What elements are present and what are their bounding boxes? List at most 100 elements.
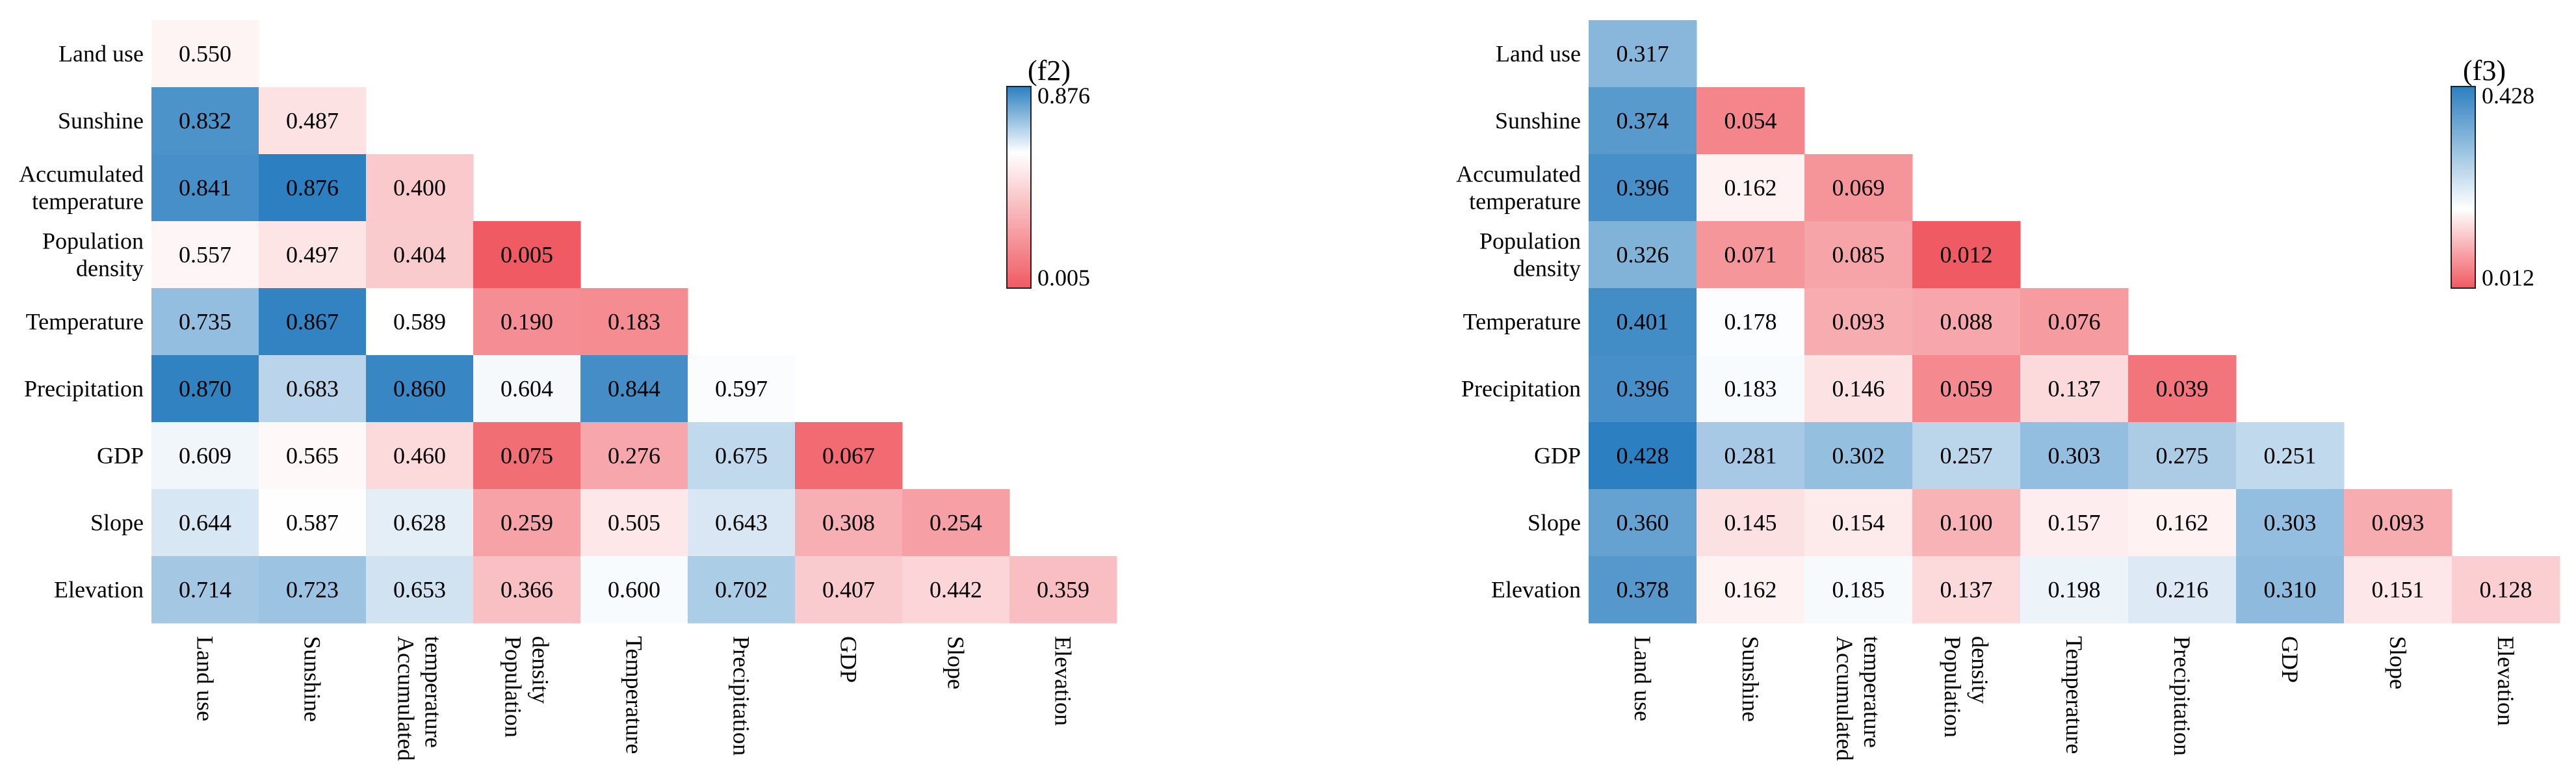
cell-value-label: 0.093: [1832, 309, 1885, 335]
column-label: Elevation: [2493, 636, 2519, 726]
cell-value-label: 0.628: [393, 510, 446, 536]
heatmap-cell: [1804, 221, 1913, 289]
cell-value-label: 0.565: [286, 443, 339, 469]
cell-value-label: 0.644: [179, 510, 231, 536]
cell-value-label: 0.054: [1724, 108, 1777, 134]
column-label: Accumulatedtemperature: [1832, 636, 1885, 761]
colorbar-min-label: 0.012: [2482, 265, 2534, 291]
heatmap-cell: [580, 489, 688, 557]
row-label: Accumulated temperature: [1456, 161, 1581, 215]
cell-value-label: 0.137: [2048, 376, 2101, 402]
row-label: Accumulated temperature: [19, 161, 144, 215]
heatmap-cell: [151, 20, 259, 88]
heatmap-cell: [151, 422, 259, 490]
cell-value-label: 0.039: [2156, 376, 2209, 402]
column-label: Land use: [1630, 636, 1656, 721]
heatmap-cell: [473, 489, 581, 557]
cell-value-label: 0.832: [179, 108, 231, 134]
cell-value-label: 0.497: [286, 242, 339, 268]
cell-value-label: 0.317: [1617, 41, 1669, 67]
cell-value-label: 0.145: [1724, 510, 1777, 536]
cell-value-label: 0.303: [2048, 443, 2101, 469]
cell-value-label: 0.557: [179, 242, 231, 268]
heatmap-cell: [1804, 288, 1913, 356]
cell-value-label: 0.844: [608, 376, 660, 402]
heatmap-cell: [1912, 556, 2021, 624]
cell-value-label: 0.597: [715, 376, 768, 402]
heatmap-cell: [1804, 355, 1913, 423]
cell-value-label: 0.216: [2156, 577, 2209, 603]
heatmap-cell: [1697, 288, 1805, 356]
cell-value-label: 0.702: [715, 577, 768, 603]
cell-value-label: 0.587: [286, 510, 339, 536]
colorbar: [1006, 86, 1032, 289]
row-label: GDP: [97, 443, 144, 469]
cell-value-label: 0.162: [2156, 510, 2209, 536]
cell-value-label: 0.069: [1832, 175, 1885, 201]
cell-value-label: 0.643: [715, 510, 768, 536]
heatmap-cell: [259, 288, 367, 356]
cell-value-label: 0.442: [930, 577, 982, 603]
heatmap-cell: [795, 556, 903, 624]
heatmap-cell: [1697, 422, 1805, 490]
heatmap-cell: [259, 221, 367, 289]
heatmap-cell: [473, 422, 581, 490]
heatmap-cell: [473, 355, 581, 423]
column-label: Sunshine: [300, 636, 326, 722]
heatmap-cell: [1804, 556, 1913, 624]
heatmap-cell: [259, 489, 367, 557]
heatmap-cell: [688, 355, 796, 423]
column-label: Precipitation: [729, 636, 755, 756]
heatmap-cell: [580, 355, 688, 423]
row-label: Temperature: [1463, 309, 1581, 335]
heatmap-cell: [259, 355, 367, 423]
cell-value-label: 0.407: [822, 577, 875, 603]
cell-value-label: 0.146: [1832, 376, 1885, 402]
column-label: GDP: [836, 636, 862, 683]
heatmap-cell: [2236, 422, 2345, 490]
heatmap-panel-f2: 0.550 0.832 0.487 0.841 0.876 0.400 0.557 0.497…: [19, 20, 1117, 761]
heatmap-cell: [1804, 422, 1913, 490]
cell-value-label: 0.714: [179, 577, 231, 603]
cell-value-label: 0.683: [286, 376, 339, 402]
heatmap-cell: [1697, 556, 1805, 624]
heatmap-cell: [259, 154, 367, 222]
cell-value-label: 0.735: [179, 309, 231, 335]
heatmap-cell: [1589, 288, 1697, 356]
cell-value-label: 0.185: [1832, 577, 1885, 603]
heatmap-cell: [2236, 556, 2345, 624]
heatmap-cell: [366, 422, 474, 490]
colorbar: [2451, 86, 2476, 289]
cell-value-label: 0.428: [1617, 443, 1669, 469]
row-label: Elevation: [54, 577, 144, 603]
column-label: Populationdensity: [501, 636, 554, 738]
cell-value-label: 0.400: [393, 175, 446, 201]
cell-value-label: 0.308: [822, 510, 875, 536]
cell-value-label: 0.404: [393, 242, 446, 268]
heatmap-cell: [2128, 556, 2237, 624]
column-label: Populationdensity: [1940, 636, 1993, 738]
heatmap-cell: [366, 556, 474, 624]
cell-value-label: 0.251: [2264, 443, 2317, 469]
cell-value-label: 0.178: [1724, 309, 1777, 335]
cell-value-label: 0.310: [2264, 577, 2317, 603]
heatmap-cell: [151, 221, 259, 289]
cell-value-label: 0.396: [1617, 376, 1669, 402]
cell-value-label: 0.600: [608, 577, 660, 603]
cell-value-label: 0.162: [1724, 577, 1777, 603]
row-label: Slope: [90, 510, 144, 536]
heatmap-panel-f3: 0.317 0.374 0.054 0.396 0.162 0.069 0.326 0.071…: [1456, 20, 2560, 761]
heatmap-cell: [1912, 422, 2021, 490]
column-label: Temperature: [2061, 636, 2087, 754]
panel-label: (f3): [2463, 55, 2506, 87]
column-label: Elevation: [1050, 636, 1076, 726]
cell-value-label: 0.505: [608, 510, 660, 536]
cell-value-label: 0.088: [1940, 309, 1993, 335]
heatmap-cell: [1589, 422, 1697, 490]
cell-value-label: 0.075: [501, 443, 553, 469]
heatmap-cell: [1912, 221, 2021, 289]
cell-value-label: 0.303: [2264, 510, 2317, 536]
cell-value-label: 0.254: [930, 510, 982, 536]
cell-value-label: 0.550: [179, 41, 231, 67]
cell-value-label: 0.059: [1940, 376, 1993, 402]
